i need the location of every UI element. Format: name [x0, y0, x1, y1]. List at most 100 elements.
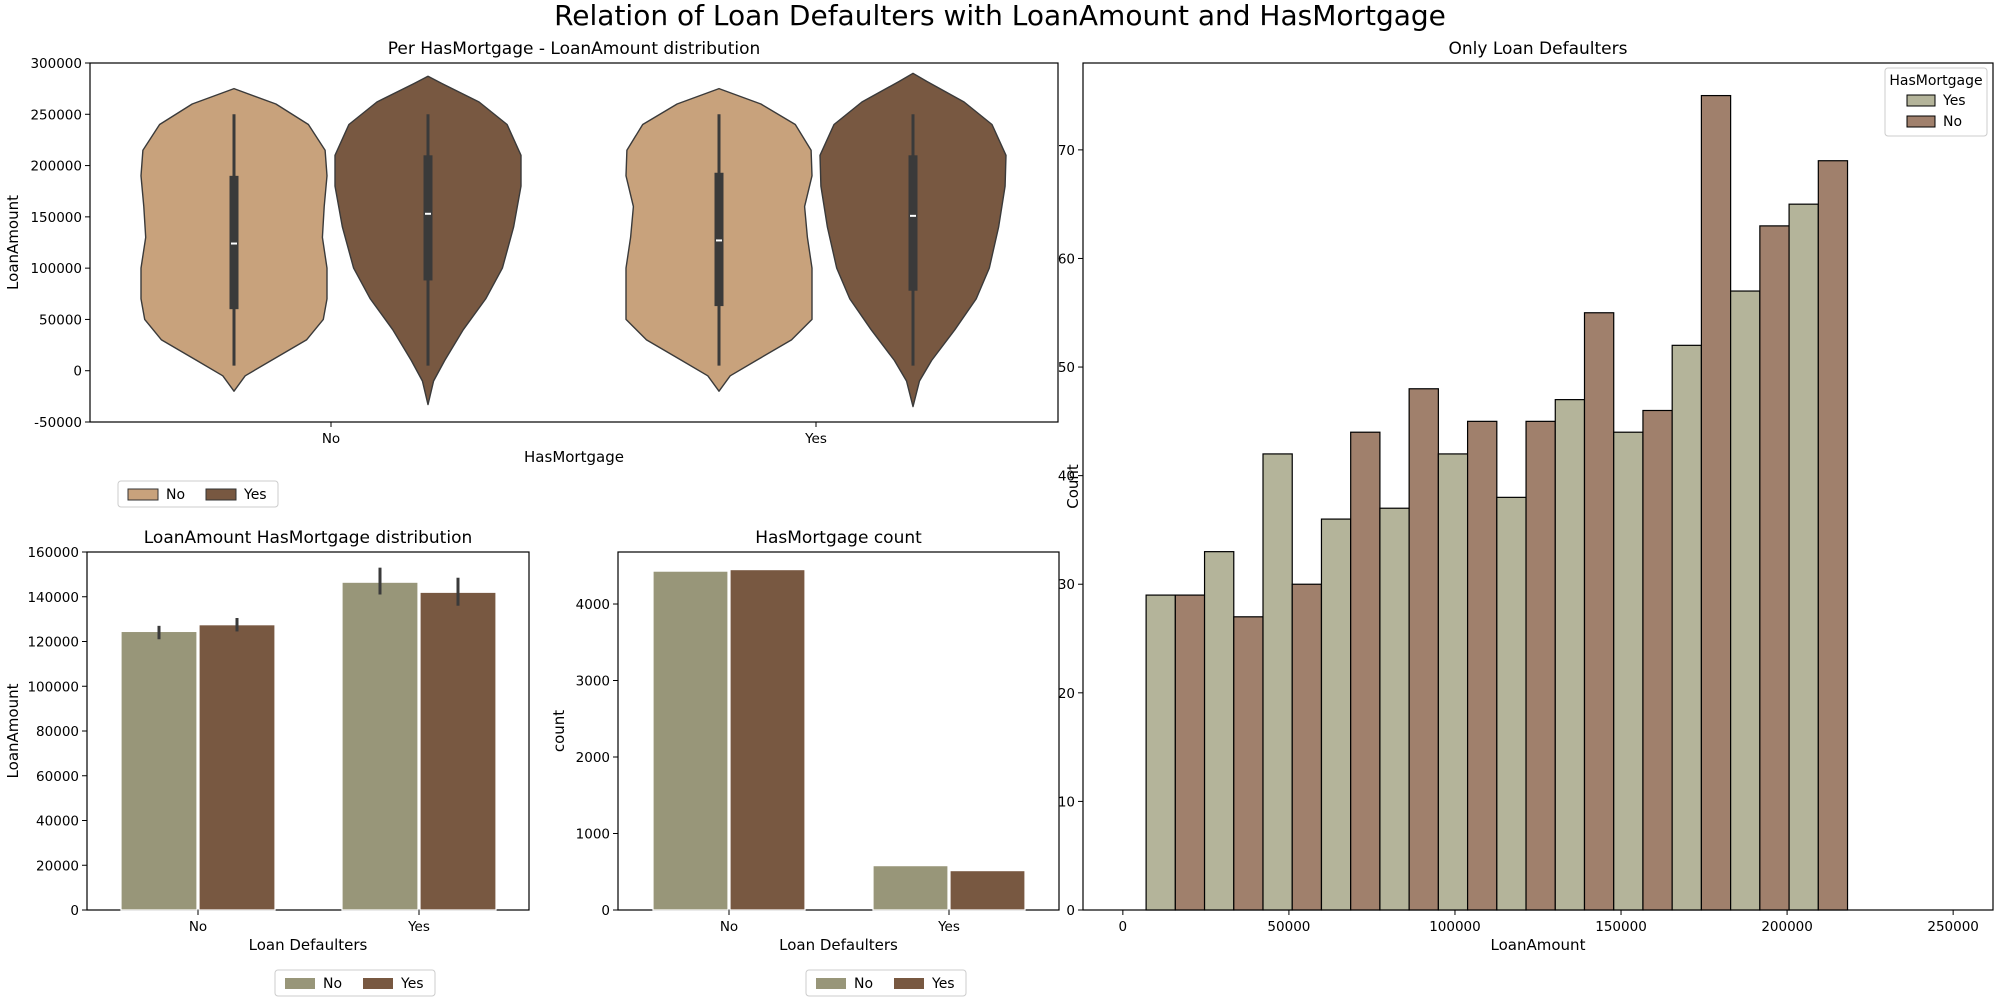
x-tick-label: Yes — [937, 919, 960, 935]
histogram-bar — [1408, 388, 1439, 911]
y-tick-label: 40 — [1058, 469, 1075, 485]
y-axis-label: Count — [1064, 464, 1082, 509]
histogram-bar — [1642, 409, 1673, 911]
histogram-bar — [1554, 399, 1586, 911]
legend-label: Yes — [931, 976, 955, 992]
violin-iqr-box — [714, 172, 724, 307]
violin-iqr-box — [908, 155, 918, 291]
axes-title: Per HasMortgage - LoanAmount distributio… — [388, 39, 761, 59]
figure-suptitle: Relation of Loan Defaulters with LoanAmo… — [554, 0, 1446, 32]
legend-label: Yes — [243, 487, 267, 503]
y-tick-label: 40000 — [36, 814, 79, 830]
histogram-bar — [1145, 594, 1176, 911]
y-tick-label: 0 — [1066, 903, 1075, 919]
legend-title: HasMortgage — [1889, 73, 1982, 89]
histogram-bar — [1730, 290, 1761, 911]
bar — [949, 870, 1026, 911]
y-tick-label: 20000 — [36, 858, 79, 874]
legend-box — [805, 969, 967, 997]
legend-swatch — [285, 978, 315, 989]
x-axis-label: Loan Defaulters — [249, 936, 368, 954]
legend-label: Yes — [400, 976, 424, 992]
legend-swatch — [816, 978, 846, 989]
y-tick-label: 4000 — [576, 597, 610, 613]
x-tick-label: No — [720, 919, 738, 935]
legend-swatch — [127, 488, 159, 501]
y-tick-label: 0 — [601, 903, 610, 919]
histogram-bar — [1817, 160, 1849, 911]
y-tick-label: 200000 — [30, 159, 82, 175]
histogram-bar — [1788, 203, 1819, 911]
histogram-bar — [1525, 420, 1556, 911]
y-tick-label: 20 — [1058, 686, 1075, 702]
histogram-bar — [1174, 594, 1206, 911]
loan-defaulters-histogram: Only Loan Defaulters 0 10 20 30 40 50 60 70 Count… — [1058, 39, 1994, 954]
histogram-bar — [1320, 518, 1352, 911]
legend-swatch — [1906, 94, 1936, 107]
y-tick-label: 80000 — [36, 724, 79, 740]
x-tick-label: Yes — [407, 919, 430, 935]
y-tick-label: 100000 — [27, 679, 79, 695]
loanamount-bar-chart: LoanAmount HasMortgage distribution 0 2000… — [4, 528, 530, 997]
legend-swatch — [894, 978, 924, 989]
y-tick-label: 30 — [1058, 577, 1075, 593]
x-tick-label: Yes — [804, 431, 827, 447]
legend-swatch — [205, 488, 237, 501]
y-axis-label: LoanAmount — [4, 195, 22, 290]
axes-title: Only Loan Defaulters — [1449, 39, 1628, 59]
x-axis-label: Loan Defaulters — [779, 936, 898, 954]
y-tick-label: 140000 — [27, 590, 79, 606]
histogram-bar — [1700, 94, 1732, 911]
y-tick-label: 160000 — [27, 545, 79, 561]
legend-label: No — [1943, 114, 1962, 130]
legend-box — [274, 969, 436, 997]
y-tick-label: 60000 — [36, 769, 79, 785]
histogram-bar — [1613, 431, 1644, 911]
histogram-bar — [1759, 225, 1790, 911]
y-tick-label: 120000 — [27, 635, 79, 651]
axes-title: LoanAmount HasMortgage distribution — [144, 528, 473, 548]
y-tick-label: 250000 — [30, 107, 82, 123]
legend-label: No — [166, 487, 185, 503]
histogram-bar — [1496, 496, 1527, 911]
bar — [729, 568, 806, 911]
bar — [652, 570, 729, 911]
bar — [872, 865, 949, 911]
bar — [198, 624, 276, 911]
axes-frame — [89, 62, 1059, 423]
x-tick-label: 100000 — [1429, 919, 1481, 935]
histogram-bar — [1203, 551, 1235, 911]
x-tick-label: 250000 — [1927, 919, 1979, 935]
x-tick-label: 0 — [1119, 919, 1128, 935]
histogram-bar — [1291, 583, 1323, 911]
x-tick-label: No — [322, 431, 340, 447]
x-tick-label: 200000 — [1761, 919, 1813, 935]
violin-chart: Per HasMortgage - LoanAmount distributio… — [4, 39, 1059, 508]
legend-label: No — [323, 976, 342, 992]
y-tick-label: 70 — [1058, 143, 1075, 159]
y-tick-label: 60 — [1058, 251, 1075, 267]
y-tick-label: 50000 — [39, 312, 82, 328]
bar — [341, 581, 419, 911]
histogram-bar — [1262, 453, 1293, 911]
hasmortgage-count-chart: HasMortgage count 0 1000 2000 3000 4000 count N… — [550, 528, 1060, 997]
histogram-bar — [1466, 420, 1498, 911]
violin-iqr-box — [423, 155, 433, 281]
histogram-bar — [1379, 507, 1410, 911]
histogram-bar — [1437, 453, 1469, 911]
y-tick-label: 1000 — [576, 827, 610, 843]
legend-label: Yes — [1942, 93, 1966, 109]
y-tick-label: 100000 — [30, 261, 82, 277]
y-tick-label: 3000 — [576, 674, 610, 690]
x-axis-label: HasMortgage — [524, 448, 624, 466]
y-tick-label: -50000 — [34, 415, 82, 431]
histogram-bar — [1233, 616, 1264, 911]
y-tick-label: 300000 — [30, 56, 82, 72]
y-axis-label: count — [550, 710, 568, 752]
y-tick-label: 0 — [70, 903, 79, 919]
y-tick-label: 0 — [73, 364, 82, 380]
y-tick-label: 10 — [1058, 794, 1075, 810]
axes-frame — [617, 551, 1060, 911]
x-tick-label: No — [189, 919, 207, 935]
